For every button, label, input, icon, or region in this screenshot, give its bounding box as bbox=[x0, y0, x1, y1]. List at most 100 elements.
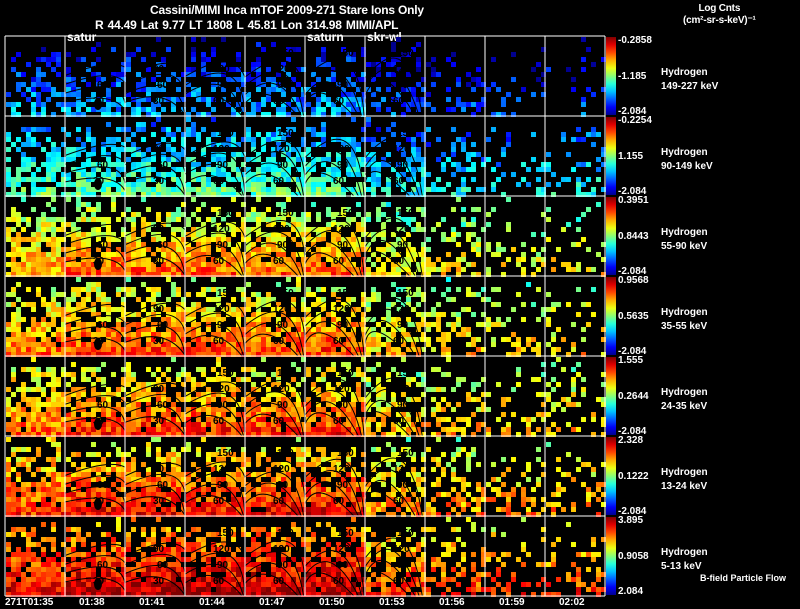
heatmap-cell bbox=[456, 402, 461, 407]
heatmap-cell bbox=[461, 167, 466, 172]
heatmap-cell bbox=[406, 382, 411, 387]
heatmap-cell bbox=[286, 147, 291, 152]
heatmap-cell bbox=[196, 512, 201, 517]
heatmap-cell bbox=[306, 212, 311, 217]
heatmap-cell bbox=[186, 292, 191, 297]
heatmap-cell bbox=[11, 227, 16, 232]
heatmap-cell bbox=[161, 337, 166, 342]
heatmap-cell bbox=[191, 377, 196, 382]
heatmap-cell bbox=[336, 222, 341, 227]
heatmap-cell bbox=[351, 157, 356, 162]
heatmap-cell bbox=[216, 337, 221, 342]
heatmap-cell bbox=[306, 452, 311, 457]
heatmap-cell bbox=[231, 272, 236, 277]
heatmap-cell bbox=[256, 317, 261, 322]
heatmap-cell bbox=[161, 87, 166, 92]
heatmap-cell bbox=[301, 482, 306, 487]
heatmap-cell bbox=[176, 472, 181, 477]
heatmap-cell bbox=[281, 152, 286, 157]
heatmap-cell bbox=[21, 257, 26, 262]
heatmap-cell bbox=[576, 162, 581, 167]
heatmap-cell bbox=[51, 267, 56, 272]
heatmap-cell bbox=[136, 257, 141, 262]
heatmap-cell bbox=[101, 492, 106, 497]
heatmap-cell bbox=[411, 347, 416, 352]
heatmap-cell bbox=[116, 327, 121, 332]
heatmap-cell bbox=[51, 292, 56, 297]
heatmap-cell bbox=[116, 447, 121, 452]
heatmap-cell bbox=[281, 487, 286, 492]
heatmap-cell bbox=[436, 337, 441, 342]
heatmap-cell bbox=[91, 167, 96, 172]
heatmap-cell bbox=[216, 142, 221, 147]
heatmap-cell bbox=[261, 502, 266, 507]
heatmap-cell bbox=[296, 342, 301, 347]
heatmap-cell bbox=[6, 462, 11, 467]
heatmap-cell bbox=[321, 272, 326, 277]
heatmap-cell bbox=[326, 382, 331, 387]
heatmap-cell bbox=[46, 252, 51, 257]
heatmap-cell bbox=[236, 102, 241, 107]
heatmap-cell bbox=[131, 422, 136, 427]
heatmap-cell bbox=[281, 312, 286, 317]
heatmap-cell bbox=[121, 67, 126, 72]
heatmap-cell bbox=[406, 317, 411, 322]
heatmap-cell bbox=[351, 267, 356, 272]
heatmap-cell bbox=[166, 222, 171, 227]
heatmap-cell bbox=[171, 432, 176, 437]
heatmap-cell bbox=[581, 182, 586, 187]
heatmap-cell bbox=[336, 427, 341, 432]
heatmap-cell bbox=[221, 152, 226, 157]
heatmap-cell bbox=[296, 447, 301, 452]
heatmap-cell bbox=[251, 212, 256, 217]
heatmap-cell bbox=[301, 162, 306, 167]
heatmap-cell bbox=[71, 337, 76, 342]
heatmap-cell bbox=[111, 172, 116, 177]
heatmap-cell bbox=[381, 342, 386, 347]
heatmap-cell bbox=[326, 212, 331, 217]
heatmap-cell bbox=[91, 267, 96, 272]
heatmap-cell bbox=[16, 102, 21, 107]
heatmap-cell bbox=[101, 427, 106, 432]
heatmap-cell bbox=[136, 492, 141, 497]
heatmap-cell bbox=[266, 292, 271, 297]
heatmap-cell bbox=[526, 167, 531, 172]
heatmap-cell bbox=[546, 152, 551, 157]
heatmap-cell bbox=[461, 427, 466, 432]
heatmap-cell bbox=[166, 127, 171, 132]
heatmap-cell bbox=[161, 317, 166, 322]
heatmap-cell bbox=[346, 252, 351, 257]
heatmap-cell bbox=[96, 487, 101, 492]
heatmap-cell bbox=[96, 162, 101, 167]
heatmap-cell bbox=[16, 412, 21, 417]
heatmap-cell bbox=[281, 232, 286, 237]
heatmap-cell bbox=[271, 42, 276, 47]
heatmap-cell bbox=[301, 142, 306, 147]
heatmap-cell bbox=[216, 157, 221, 162]
heatmap-cell bbox=[316, 107, 321, 112]
heatmap-cell bbox=[231, 247, 236, 252]
heatmap-cell bbox=[31, 87, 36, 92]
heatmap-cell bbox=[251, 407, 256, 412]
heatmap-cell bbox=[6, 347, 11, 352]
heatmap-cell bbox=[81, 492, 86, 497]
heatmap-cell bbox=[116, 217, 121, 222]
heatmap-cell bbox=[236, 67, 241, 72]
heatmap-cell bbox=[256, 232, 261, 237]
heatmap-cell bbox=[231, 507, 236, 512]
heatmap-cell bbox=[51, 367, 56, 372]
heatmap-cell bbox=[96, 467, 101, 472]
heatmap-cell bbox=[321, 447, 326, 452]
heatmap-cell bbox=[421, 297, 426, 302]
heatmap-cell bbox=[86, 472, 91, 477]
heatmap-cell bbox=[121, 512, 126, 517]
heatmap-cell bbox=[126, 102, 131, 107]
heatmap-cell bbox=[516, 352, 521, 357]
heatmap-cell bbox=[121, 397, 126, 402]
heatmap-cell bbox=[221, 87, 226, 92]
heatmap-cell bbox=[6, 422, 11, 427]
heatmap-cell bbox=[116, 112, 121, 117]
heatmap-cell bbox=[471, 207, 476, 212]
heatmap-cell bbox=[261, 342, 266, 347]
heatmap-cell bbox=[241, 462, 246, 467]
